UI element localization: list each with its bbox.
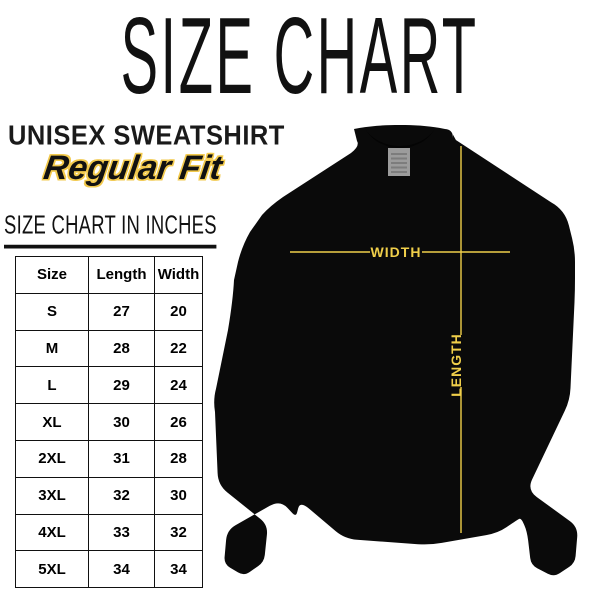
svg-text:LENGTH: LENGTH <box>448 333 464 397</box>
svg-text:WIDTH: WIDTH <box>371 244 422 260</box>
